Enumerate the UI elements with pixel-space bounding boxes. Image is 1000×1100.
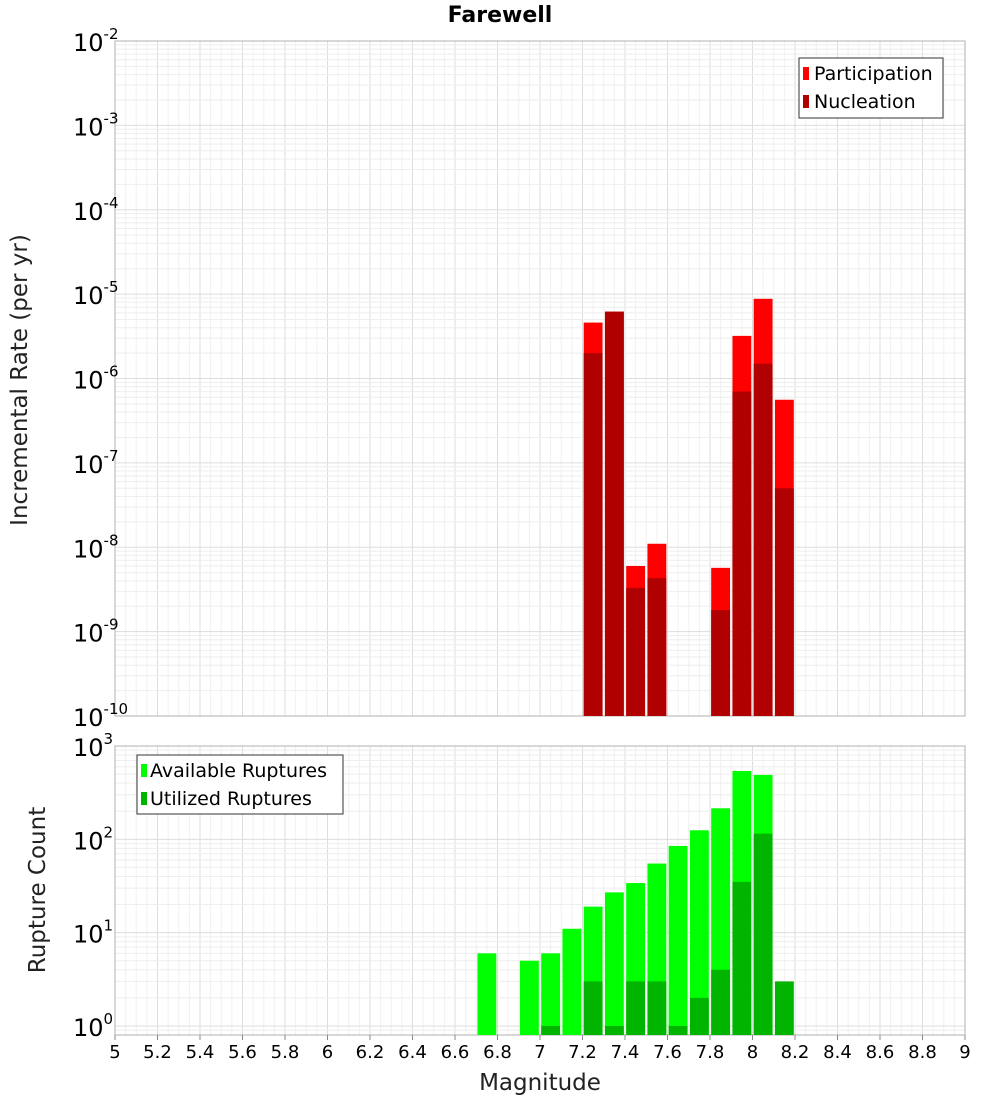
x-tick-label: 8 <box>747 1042 758 1063</box>
top-y-tick-label: 10-4 <box>73 194 119 226</box>
bottom-plot-bars <box>477 770 794 1035</box>
top-y-tick-label: 10-6 <box>73 363 119 395</box>
bar-utilized-ruptures <box>604 1025 624 1035</box>
x-tick-label: 8.4 <box>823 1042 852 1063</box>
x-tick-label: 7 <box>534 1042 545 1063</box>
bar-available-ruptures <box>477 953 497 1035</box>
x-tick-label: 7.4 <box>611 1042 640 1063</box>
x-tick-label: 8.6 <box>866 1042 895 1063</box>
x-axis-ticks: 5 5.2 5.4 5.6 5.8 6 6.2 6.4 6.6 6.8 7 7.2 7.4 7.6 7.8 8… <box>109 1035 971 1063</box>
top-y-axis-ticks: 10-2 10-3 10-4 10-5 10-6 10-7 10-8 10-9 10-10 <box>73 25 128 732</box>
bar-nucleation <box>604 311 624 716</box>
bar-nucleation <box>626 587 646 716</box>
x-axis-label: Magnitude <box>479 1070 601 1096</box>
legend-label-nucleation: Nucleation <box>814 91 916 113</box>
top-plot-bars <box>583 298 794 716</box>
x-tick-label: 5.8 <box>271 1042 300 1063</box>
top-y-tick-label: 10-10 <box>73 700 128 732</box>
bar-utilized-ruptures <box>689 997 709 1035</box>
x-tick-label: 6 <box>322 1042 333 1063</box>
legend-label-utilized-ruptures: Utilized Ruptures <box>150 788 312 810</box>
top-y-tick-label: 10-8 <box>73 531 119 563</box>
x-tick-label: 7.6 <box>653 1042 682 1063</box>
bottom-y-tick-label: 101 <box>73 917 113 949</box>
bar-available-ruptures <box>519 960 539 1035</box>
bar-utilized-ruptures <box>647 981 667 1035</box>
x-tick-label: 8.8 <box>908 1042 937 1063</box>
x-tick-label: 5.4 <box>186 1042 215 1063</box>
bar-available-ruptures <box>689 830 709 1035</box>
top-legend: Participation Nucleation <box>798 57 944 119</box>
bar-utilized-ruptures <box>668 1025 688 1035</box>
x-tick-label: 6.2 <box>356 1042 385 1063</box>
top-y-axis-label: Incremental Rate (per yr) <box>7 234 33 526</box>
bar-available-ruptures <box>541 953 561 1035</box>
top-y-tick-label: 10-7 <box>73 447 119 479</box>
x-tick-label: 9 <box>959 1042 970 1063</box>
bar-utilized-ruptures <box>541 1025 561 1035</box>
x-tick-label: 5.2 <box>143 1042 172 1063</box>
legend-label-available-ruptures: Available Ruptures <box>150 760 327 782</box>
top-y-tick-label: 10-5 <box>73 278 119 310</box>
top-y-tick-label: 10-2 <box>73 25 119 57</box>
bottom-legend: Available Ruptures Utilized Ruptures <box>136 754 344 815</box>
bar-utilized-ruptures <box>753 833 773 1035</box>
legend-label-participation: Participation <box>814 63 933 85</box>
top-plot-area <box>114 40 966 717</box>
bottom-legend-box <box>136 754 344 815</box>
bar-available-ruptures <box>668 845 688 1035</box>
x-tick-label: 6.8 <box>483 1042 512 1063</box>
legend-swatch-nucleation <box>803 95 809 108</box>
bar-nucleation <box>732 391 752 716</box>
bar-utilized-ruptures <box>774 981 794 1035</box>
bottom-y-axis-ticks: 103 102 101 100 <box>73 730 113 1042</box>
bar-utilized-ruptures <box>583 981 603 1035</box>
x-tick-label: 5.6 <box>228 1042 257 1063</box>
x-tick-label: 8.2 <box>781 1042 810 1063</box>
chart-title: Farewell <box>448 3 553 28</box>
bar-utilized-ruptures <box>732 881 752 1035</box>
bar-utilized-ruptures <box>711 969 731 1035</box>
x-tick-label: 5 <box>109 1042 120 1063</box>
top-legend-box <box>798 57 944 119</box>
bottom-y-tick-label: 102 <box>73 823 113 855</box>
legend-swatch-available-ruptures <box>141 764 147 777</box>
bar-available-ruptures <box>604 892 624 1035</box>
bar-utilized-ruptures <box>626 981 646 1035</box>
x-tick-label: 7.2 <box>568 1042 597 1063</box>
legend-swatch-participation <box>803 67 809 80</box>
top-plot-grid <box>114 40 966 717</box>
bar-nucleation <box>753 363 773 716</box>
bar-nucleation <box>711 610 731 716</box>
legend-swatch-utilized-ruptures <box>141 792 147 805</box>
bottom-y-tick-label: 103 <box>73 730 113 762</box>
bar-nucleation <box>647 578 667 716</box>
x-tick-label: 6.6 <box>441 1042 470 1063</box>
bar-nucleation <box>774 488 794 716</box>
bar-nucleation <box>583 353 603 716</box>
top-y-tick-label: 10-3 <box>73 109 119 141</box>
bar-available-ruptures <box>562 928 582 1035</box>
bottom-y-tick-label: 100 <box>73 1010 113 1042</box>
x-tick-label: 6.4 <box>398 1042 427 1063</box>
bottom-y-axis-label: Rupture Count <box>25 807 51 973</box>
x-tick-label: 7.8 <box>696 1042 725 1063</box>
top-y-tick-label: 10-9 <box>73 616 119 648</box>
